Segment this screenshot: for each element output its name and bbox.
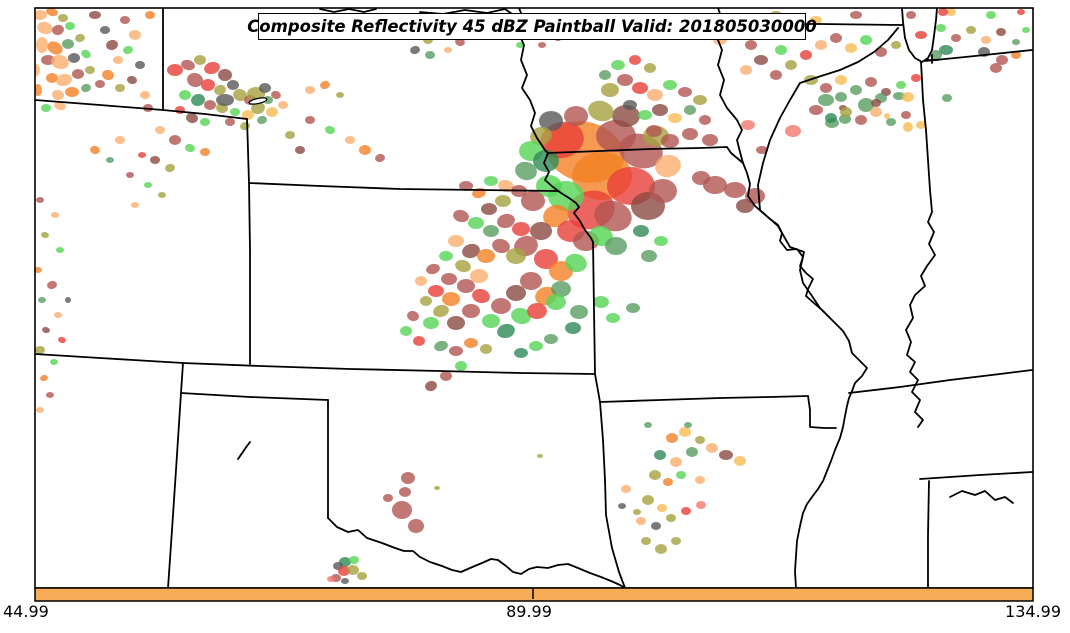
x-tick-label-center: 89.99 bbox=[506, 602, 552, 621]
state-borders bbox=[35, 8, 1033, 588]
lake-outline bbox=[248, 97, 268, 105]
x-tick-label-right: 134.99 bbox=[1005, 602, 1061, 621]
plot-title-box: Composite Reflectivity 45 dBZ Paintball … bbox=[247, 13, 817, 40]
paintball-blobs bbox=[35, 8, 1030, 584]
x-tick-label-left: 44.99 bbox=[3, 602, 49, 621]
plot-title: Composite Reflectivity 45 dBZ Paintball … bbox=[247, 17, 817, 36]
bottom-axis-bar bbox=[34, 587, 1034, 602]
